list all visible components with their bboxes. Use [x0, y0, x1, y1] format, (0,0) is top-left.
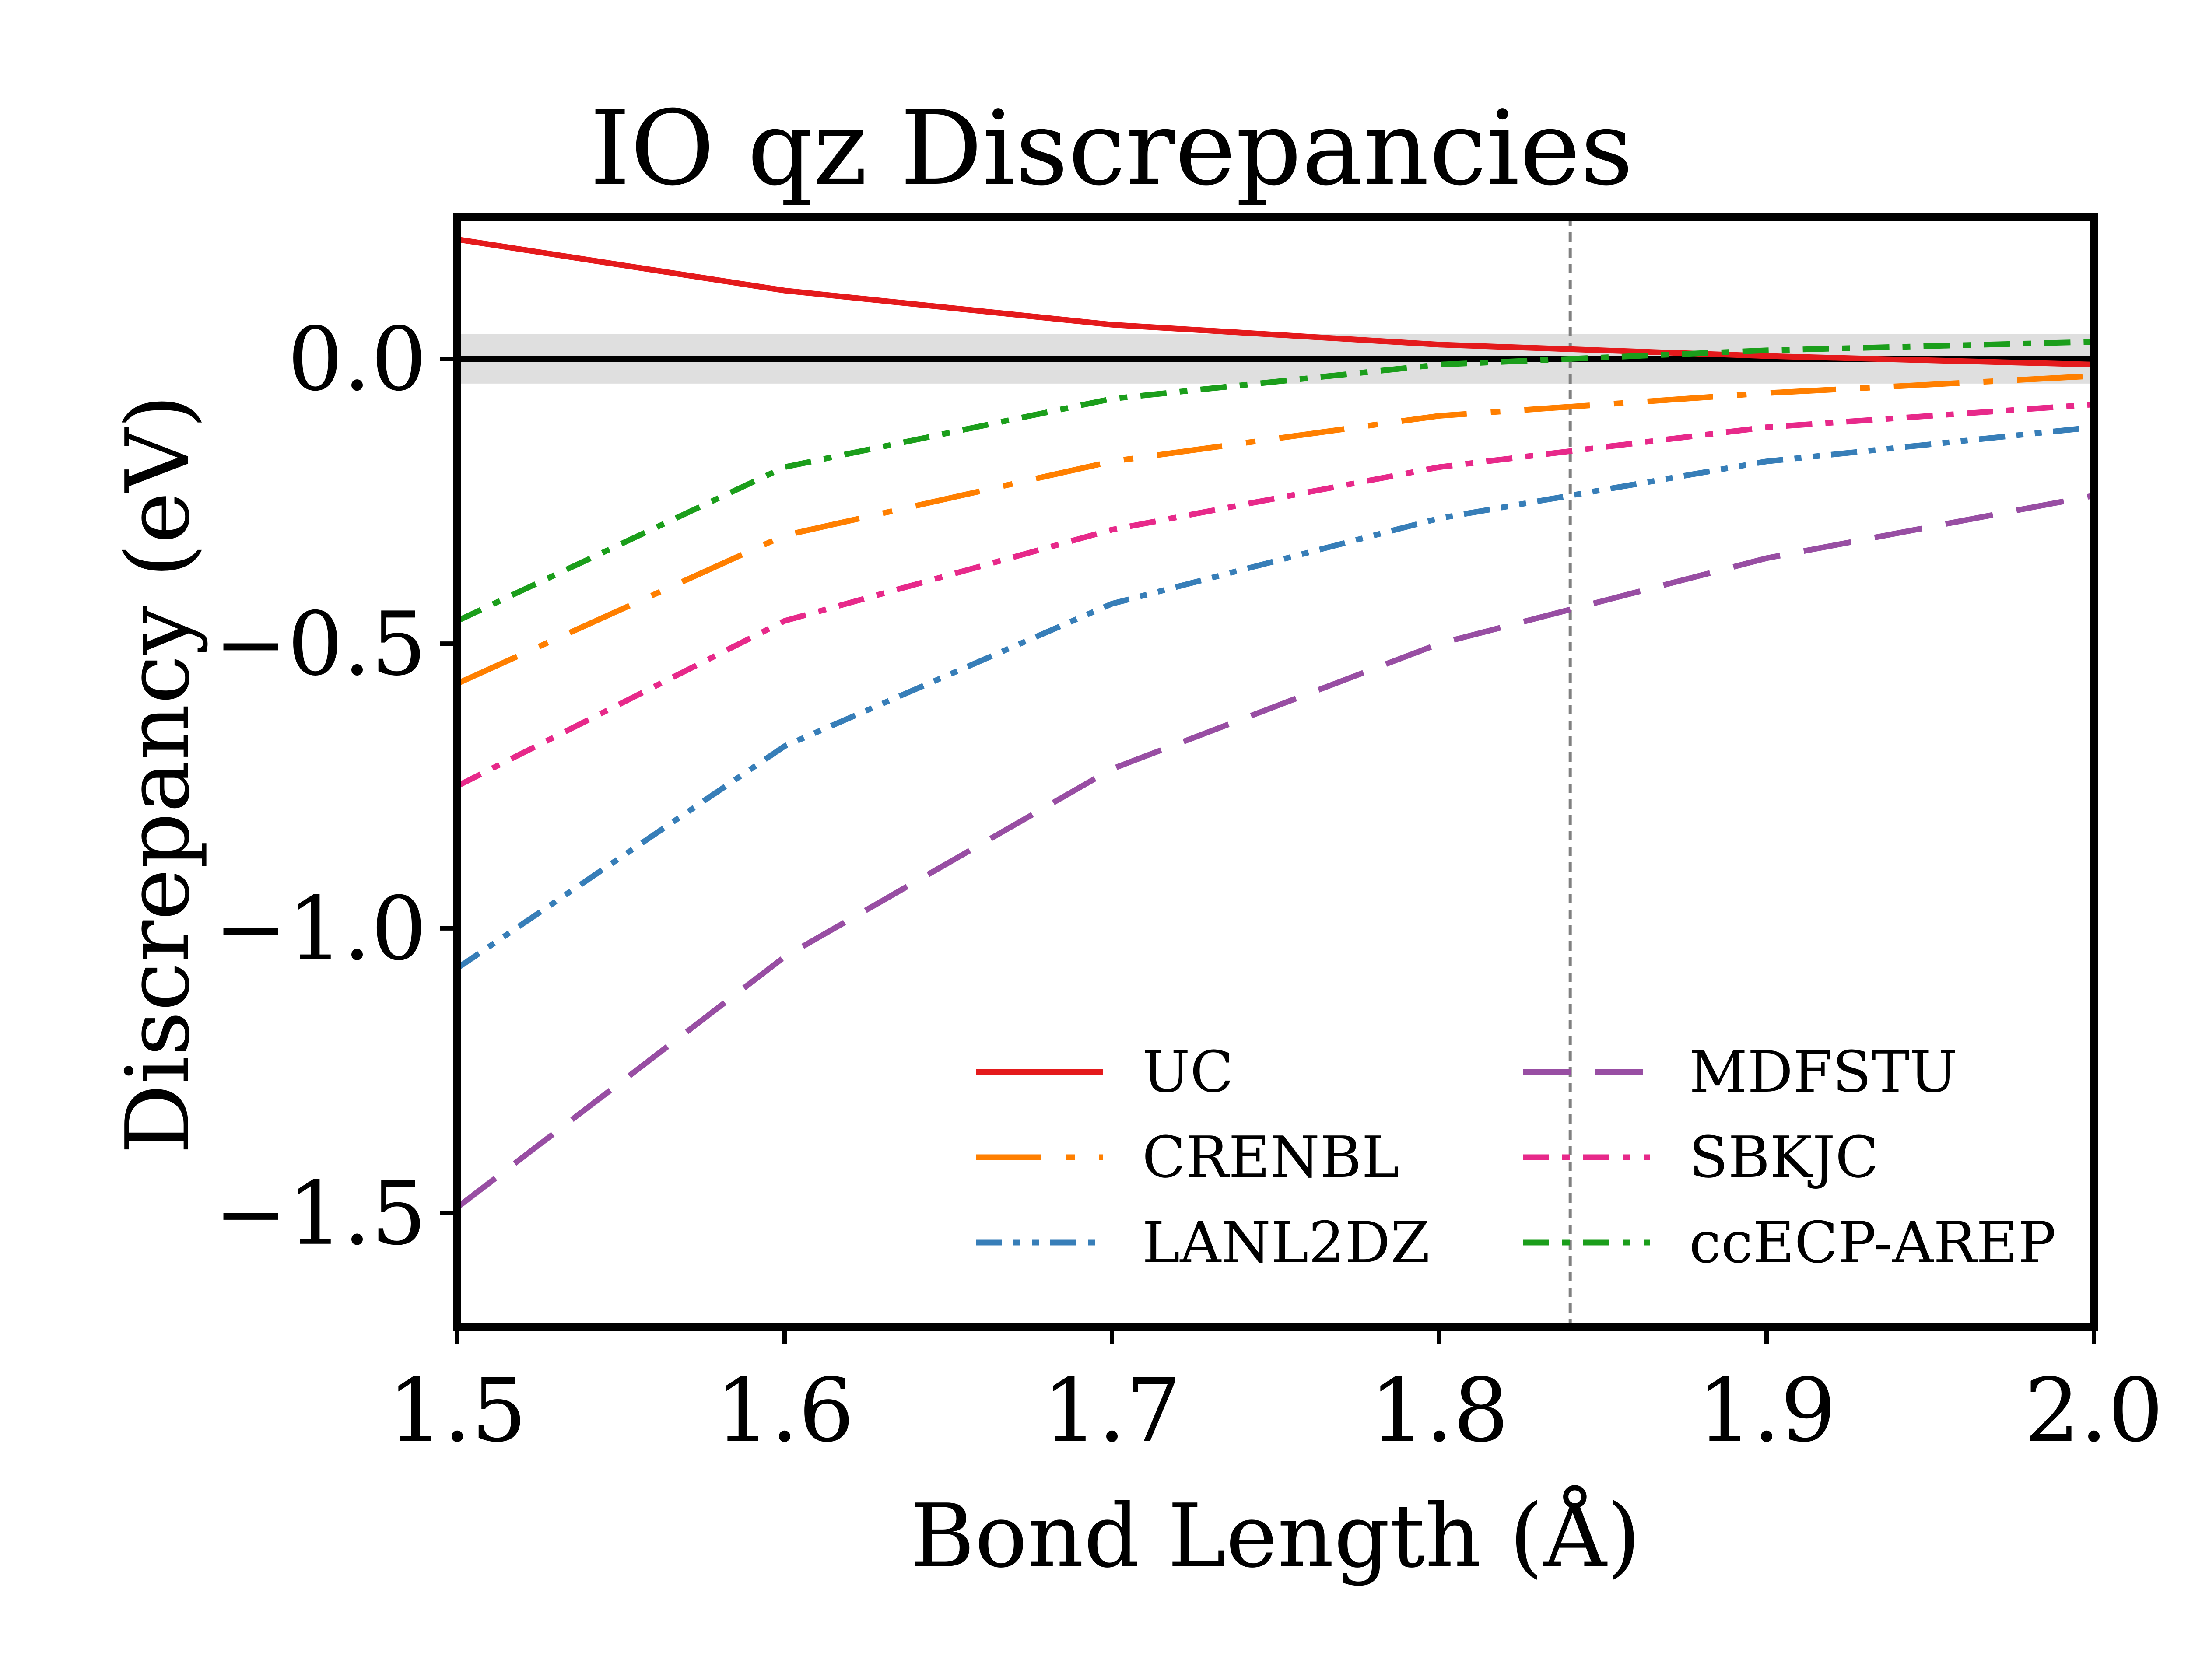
plot-frame [453, 213, 2098, 1331]
y-tick-label: −0.5 [214, 593, 427, 695]
series-layer [456, 236, 2095, 1210]
x-tick-label: 1.6 [715, 1360, 854, 1462]
x-tick-label: 1.8 [1370, 1360, 1509, 1462]
y-tick-label: −1.0 [214, 878, 427, 980]
series-line-crenbl [456, 373, 2094, 686]
y-axis: 0.0 −0.5 −1.0 −1.5 [214, 308, 457, 1265]
chart-title: IO qz Discrepancies [590, 89, 1634, 208]
legend-label-ccecp-arep: ccECP-AREP [1689, 1209, 2056, 1276]
y-axis-label: Discrepancy (eV) [107, 395, 209, 1154]
y-tick-label: −1.5 [214, 1163, 427, 1265]
legend-label-crenbl: CRENBL [1142, 1124, 1399, 1190]
legend-label-mdfstu: MDFSTU [1689, 1039, 1957, 1105]
legend: UC CRENBL LANL2DZ MDFSTU SBKJC ccECP-AREP [976, 1039, 2056, 1276]
legend-label-sbkjc: SBKJC [1689, 1124, 1879, 1190]
x-tick-label: 1.5 [388, 1360, 527, 1462]
series-line-sbkjc [456, 402, 2094, 789]
x-tick-label: 1.9 [1697, 1360, 1836, 1462]
legend-label-uc: UC [1142, 1039, 1234, 1105]
x-tick-label: 1.7 [1042, 1360, 1182, 1462]
series-line-mdfstu [456, 493, 2095, 1210]
y-tick-label: 0.0 [288, 308, 427, 410]
x-axis-label: Bond Length (Å) [910, 1484, 1641, 1587]
x-axis: 1.5 1.6 1.7 1.8 1.9 2.0 [388, 1327, 2163, 1462]
x-tick-label: 2.0 [2024, 1360, 2163, 1462]
legend-label-lanl2dz: LANL2DZ [1142, 1209, 1430, 1276]
plot-area [453, 213, 2098, 1331]
series-line-ccecp-arep [456, 339, 2094, 623]
series-line-uc [456, 236, 2094, 368]
